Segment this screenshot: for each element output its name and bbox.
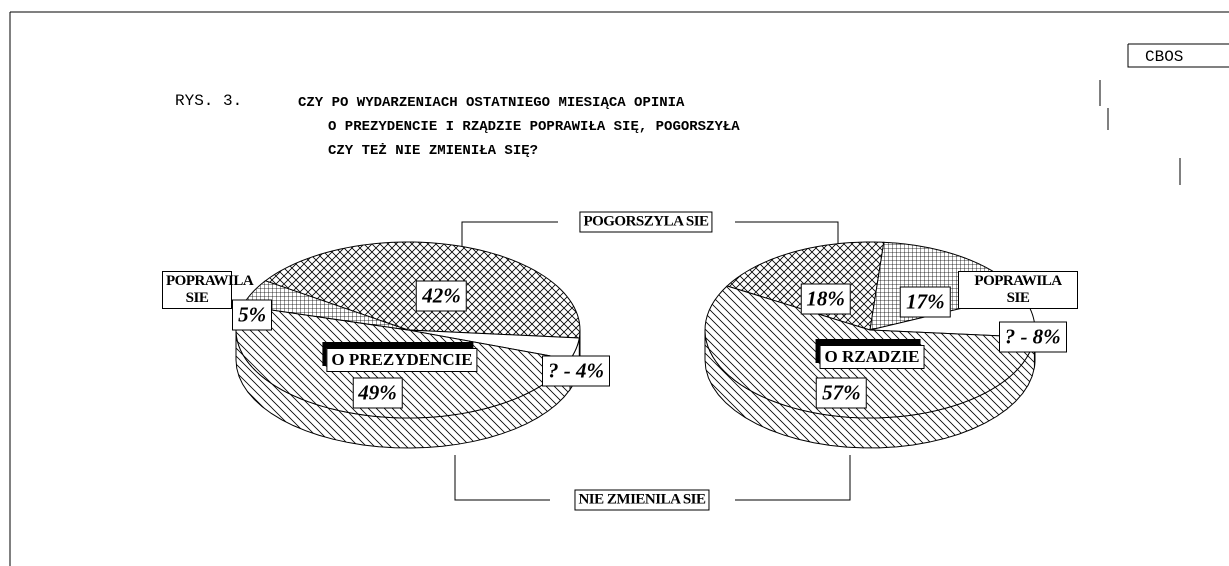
value-label: 49% xyxy=(352,377,403,409)
value-label: 5% xyxy=(232,299,273,331)
frame xyxy=(9,11,1229,566)
value-label: ? - 4% xyxy=(541,355,610,387)
title-line: O PREZYDENCIE I RZĄDZIE POPRAWIŁA SIĘ, P… xyxy=(328,119,740,135)
source: CBOS xyxy=(1145,48,1184,66)
figure-number: RYS. 3. xyxy=(175,92,243,110)
category-label: NIE ZMIENILA SIE xyxy=(574,489,710,511)
title-line: CZY TEŻ NIE ZMIENIŁA SIĘ? xyxy=(328,143,539,159)
category-label: POPRAWILA SIE xyxy=(958,271,1078,309)
value-label: 57% xyxy=(816,377,867,409)
title-line: CZY PO WYDARZENIACH OSTATNIEGO MIESIĄCA … xyxy=(298,95,685,111)
category-label: POPRAWILA SIE xyxy=(162,271,254,309)
value-label: 42% xyxy=(416,280,467,312)
pie-title: O RZADZIE xyxy=(819,345,925,369)
value-label: 17% xyxy=(900,286,951,318)
value-label: ? - 8% xyxy=(998,321,1067,353)
pie-title: O PREZYDENCIE xyxy=(326,348,478,372)
category-label: POGORSZYLA SIE xyxy=(579,211,713,233)
value-label: 18% xyxy=(800,283,851,315)
